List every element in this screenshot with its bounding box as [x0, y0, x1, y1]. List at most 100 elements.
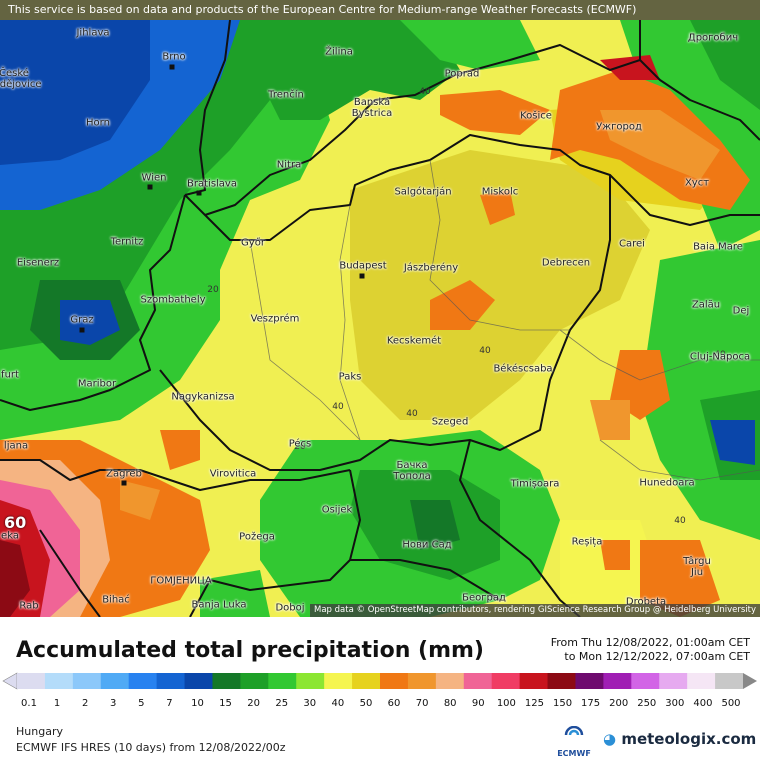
city-zilina: Žilina — [325, 46, 353, 58]
scale-swatch — [715, 673, 744, 689]
precipitation-map[interactable]: This service is based on data and produc… — [0, 0, 760, 617]
city-resita: Reșița — [571, 536, 603, 548]
city-timisoara: Timișoara — [510, 478, 560, 490]
scale-swatch — [156, 673, 186, 689]
scale-swatch — [659, 673, 688, 689]
scale-swatch — [435, 673, 465, 689]
city-marker — [79, 327, 85, 333]
city-cluj-napoca: Cluj-Napoca — [689, 351, 751, 363]
scale-swatch — [631, 673, 660, 689]
city-doboj: Doboj — [275, 602, 305, 614]
city-drobeta: Drobeta — [625, 596, 667, 608]
scale-swatch — [463, 673, 493, 689]
city-budapest: Budapest — [339, 260, 387, 272]
contour-label: 40 — [479, 346, 491, 356]
city-graz: Graz — [70, 314, 94, 326]
city-carei: Carei — [619, 238, 645, 250]
scale-tick-label: 175 — [581, 698, 601, 709]
meteologix-logo-text: meteologix.com — [621, 730, 757, 748]
scale-swatch — [687, 673, 716, 689]
city-marker — [359, 273, 365, 279]
city-kosice: Košice — [520, 110, 552, 122]
scale-tick-label: 125 — [524, 698, 544, 709]
city-furt: furt — [1, 369, 19, 381]
map-attribution: Map data © OpenStreetMap contributors, r… — [310, 604, 760, 617]
color-scale-bar — [2, 672, 757, 690]
contour-label: 20 — [207, 285, 219, 295]
scale-swatch — [212, 673, 241, 689]
scale-tick-label: 5 — [138, 698, 145, 709]
city-eisenerz: Eisenerz — [16, 257, 60, 269]
city-kecskemet: Kecskemét — [386, 335, 442, 347]
scale-swatch — [240, 673, 269, 689]
city-pozega: Požega — [239, 531, 275, 543]
ecmwf-icon — [564, 725, 584, 736]
contour-label: 40 — [714, 350, 726, 360]
city-banja-luka: Banja Luka — [191, 599, 247, 611]
scale-swatch — [519, 673, 549, 689]
city-bihac: Bihać — [102, 594, 130, 606]
ecmwf-logo: ECMWF — [557, 725, 591, 758]
scale-tick-label: 15 — [219, 698, 232, 709]
scale-tick-label: 300 — [665, 698, 685, 709]
city-targu-jiu: Târgu Jiu — [683, 556, 711, 578]
contour-label-60: 60 — [4, 513, 27, 532]
scale-tick-label: 200 — [609, 698, 629, 709]
city-hunedoara: Hunedoara — [639, 477, 695, 489]
city-nitra: Nitra — [276, 159, 302, 171]
legend-title: Accumulated total precipitation (mm) — [16, 638, 484, 663]
scale-tick-label: 60 — [387, 698, 401, 709]
period-to: to Mon 12/12/2022, 07:00am CET — [564, 650, 750, 663]
city-beograd: Београд — [462, 592, 506, 604]
city-paks: Paks — [338, 371, 362, 383]
city-ceske-budejovice: České Budějovice — [0, 68, 42, 90]
scale-tick-label: 20 — [247, 698, 260, 709]
city-osijek: Osijek — [321, 504, 353, 516]
scale-arrow-right — [743, 673, 757, 689]
city-szombathely: Szombathely — [140, 294, 206, 306]
city-jihlava: Jihlava — [76, 27, 110, 39]
city-zagreb: Zagreb — [106, 468, 142, 480]
scale-tick-label: 80 — [443, 698, 457, 709]
scale-swatch — [296, 673, 325, 689]
scale-tick-label: 40 — [331, 698, 345, 709]
scale-tick-label: 400 — [693, 698, 713, 709]
scale-swatch — [547, 673, 576, 689]
city-nagykanizsa: Nagykanizsa — [171, 391, 235, 403]
scale-swatch — [352, 673, 381, 689]
city-gyor: Győr — [241, 237, 265, 249]
city-drohobych: Дрогобич — [687, 32, 739, 44]
period-from: From Thu 12/08/2022, 01:00am CET — [550, 636, 750, 649]
city-baia-mare: Baia Mare — [693, 241, 743, 253]
scale-tick-label: 70 — [415, 698, 429, 709]
contour-label: 40 — [406, 409, 418, 419]
scale-swatch — [17, 673, 46, 689]
scale-tick-label: 90 — [471, 698, 485, 709]
precipitation-field — [0, 19, 760, 617]
scale-swatch — [72, 673, 102, 689]
city-rijeka: eka — [1, 530, 19, 542]
city-ljubljana: ljana — [3, 440, 29, 452]
city-salgotarjan: Salgótarján — [394, 186, 452, 198]
contour-label: 40 — [674, 516, 686, 526]
city-marker — [147, 184, 153, 190]
city-backa-topola: Бачка Топола — [393, 460, 431, 482]
scale-tick-label: 3 — [110, 698, 117, 709]
city-khust: Хуст — [684, 177, 710, 189]
meteologix-icon: ◕ — [603, 730, 617, 748]
contour-label: 20 — [294, 442, 306, 452]
city-novi-sad: Нови Сад — [402, 539, 452, 551]
city-ternitz: Ternitz — [110, 236, 144, 248]
scale-tick-label: 1 — [53, 698, 61, 709]
city-rab: Rab — [19, 600, 39, 612]
city-debrecen: Debrecen — [541, 257, 591, 269]
scale-tick-label: 0.1 — [21, 698, 37, 709]
city-veszprem: Veszprém — [250, 313, 300, 325]
city-zalau: Zalău — [691, 299, 721, 311]
scale-swatch — [268, 673, 297, 689]
scale-swatch — [100, 673, 130, 689]
city-banska-bystrica: Banská Bystrica — [351, 97, 393, 119]
city-marker — [196, 190, 202, 196]
meteologix-logo[interactable]: ◕ meteologix.com — [603, 730, 756, 748]
city-trencin: Trenčín — [268, 89, 304, 101]
